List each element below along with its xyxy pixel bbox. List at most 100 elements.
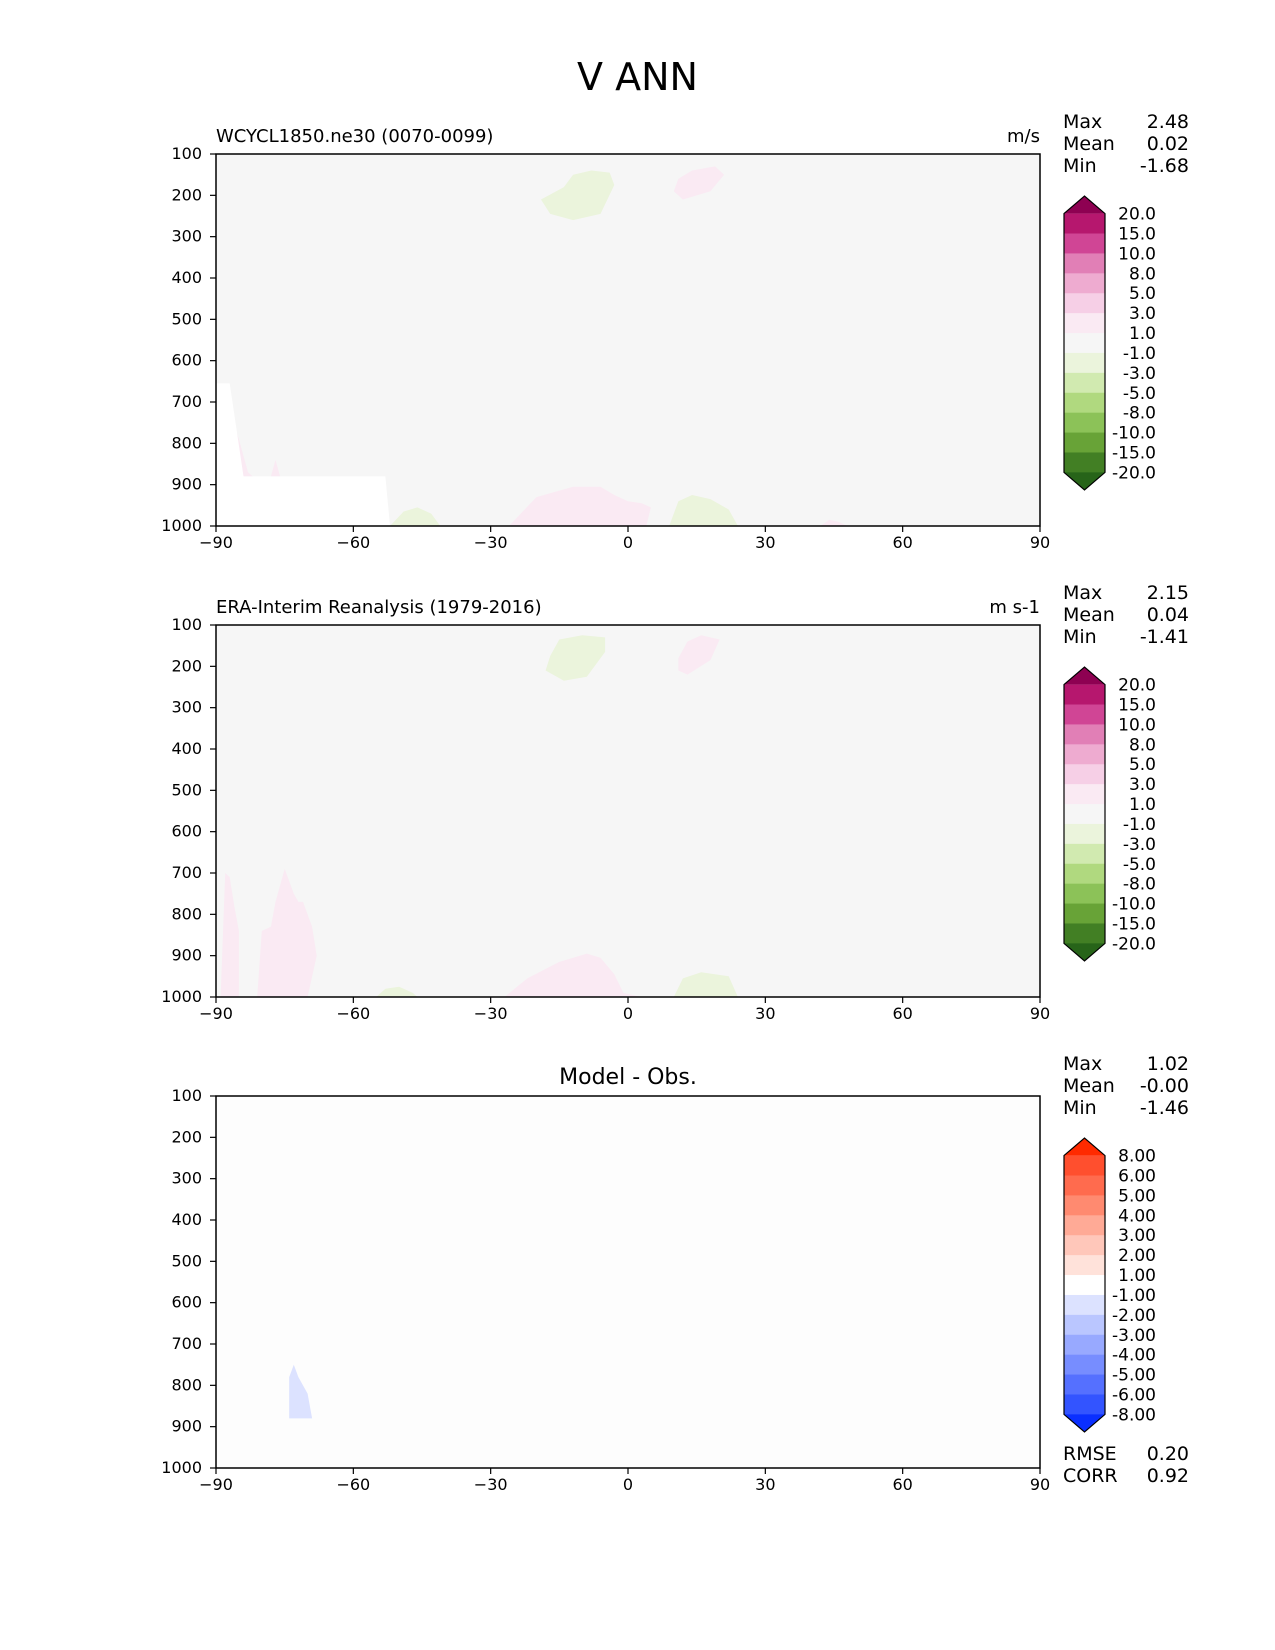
colorbar-label: 3.0 bbox=[1129, 304, 1156, 324]
colorbar-extension-bottom bbox=[1064, 472, 1105, 490]
colorbar-label: -10.0 bbox=[1112, 424, 1156, 444]
stat-min-label: Min bbox=[1063, 1097, 1097, 1119]
colorbar-segment bbox=[1064, 1215, 1105, 1236]
panel-3: −90 −60 −30 0 30 60 90 100 200 300 400 500 600 700 800… bbox=[161, 1053, 1189, 1494]
colorbar-extension-bottom bbox=[1064, 943, 1105, 961]
colorbar-segment bbox=[1064, 784, 1105, 805]
colorbar-label: 5.0 bbox=[1129, 755, 1156, 775]
contour-fills bbox=[289, 1364, 313, 1419]
x-tick-label: −60 bbox=[336, 1475, 370, 1494]
colorbar-segment bbox=[1064, 923, 1105, 944]
y-tick-label: 400 bbox=[171, 1210, 202, 1229]
colorbar-label: 20.0 bbox=[1118, 205, 1156, 225]
colorbar-label: -6.00 bbox=[1112, 1385, 1156, 1405]
colorbar-label: 20.0 bbox=[1118, 676, 1156, 696]
colorbar-label: -1.0 bbox=[1123, 344, 1156, 364]
stat-corr-value: 0.92 bbox=[1147, 1465, 1189, 1487]
x-tick-label: 0 bbox=[623, 533, 633, 552]
stat-max-label: Max bbox=[1063, 111, 1102, 133]
colorbar-label: 1.00 bbox=[1118, 1266, 1156, 1286]
contour-region bbox=[669, 495, 738, 526]
x-tick-label: 30 bbox=[755, 1475, 775, 1494]
stat-min-value: -1.41 bbox=[1140, 626, 1189, 648]
x-tick-label: 60 bbox=[892, 1004, 912, 1023]
contour-region bbox=[216, 383, 390, 526]
colorbar-label: -4.00 bbox=[1112, 1346, 1156, 1366]
stat-max-label: Max bbox=[1063, 1053, 1102, 1075]
colorbar-label: 15.0 bbox=[1118, 225, 1156, 245]
colorbar-label: 1.0 bbox=[1129, 324, 1156, 344]
colorbar-label: -8.0 bbox=[1123, 875, 1156, 895]
x-tick-label: −30 bbox=[474, 1475, 508, 1494]
colorbar-segment bbox=[1064, 744, 1105, 765]
stat-min-value: -1.68 bbox=[1140, 155, 1189, 177]
colorbar-label: -5.0 bbox=[1123, 855, 1156, 875]
x-tick-label: −60 bbox=[336, 1004, 370, 1023]
colorbar-segment bbox=[1064, 1155, 1105, 1177]
y-tick-label: 300 bbox=[171, 698, 202, 717]
stat-mean-value: -0.00 bbox=[1140, 1075, 1189, 1097]
y-tick-label: 200 bbox=[171, 656, 202, 675]
colorbar-label: 10.0 bbox=[1118, 715, 1156, 735]
stat-min-label: Min bbox=[1063, 155, 1097, 177]
y-tick-label: 1000 bbox=[161, 516, 202, 535]
contour-region bbox=[257, 868, 317, 997]
colorbar-label: 8.00 bbox=[1118, 1147, 1156, 1167]
colorbar-label: -15.0 bbox=[1112, 914, 1156, 934]
colorbar-segment bbox=[1064, 333, 1105, 354]
panel-1: −90 −60 −30 0 30 60 90 100 200 300 400 500 600 700 800… bbox=[161, 111, 1189, 552]
colorbar-segment bbox=[1064, 432, 1105, 454]
y-tick-label: 300 bbox=[171, 227, 202, 246]
colorbar: 20.015.010.08.05.03.01.0-1.0-3.0-5.0-8.0… bbox=[1063, 195, 1156, 491]
colorbar-segment bbox=[1064, 1175, 1105, 1197]
contour-region bbox=[504, 953, 642, 997]
y-tick-label: 500 bbox=[171, 780, 202, 799]
colorbar-label: -1.0 bbox=[1123, 815, 1156, 835]
x-tick-label: −90 bbox=[199, 1004, 233, 1023]
colorbar: 8.006.005.004.003.002.001.00-1.00-2.00-3… bbox=[1063, 1137, 1156, 1433]
y-tick-label: 800 bbox=[171, 904, 202, 923]
colorbar-label: -3.00 bbox=[1112, 1326, 1156, 1346]
y-tick-label: 400 bbox=[171, 739, 202, 758]
stat-mean-label: Mean bbox=[1063, 1075, 1115, 1097]
colorbar-segment bbox=[1064, 843, 1105, 865]
plot-background bbox=[216, 1096, 1040, 1468]
y-tick-label: 700 bbox=[171, 392, 202, 411]
colorbar-segment bbox=[1064, 273, 1105, 294]
colorbar-segment bbox=[1064, 724, 1105, 745]
y-tick-label: 400 bbox=[171, 268, 202, 287]
contour-region bbox=[289, 1364, 313, 1419]
stat-mean-label: Mean bbox=[1063, 133, 1115, 155]
x-tick-label: −90 bbox=[199, 1475, 233, 1494]
x-tick-label: 30 bbox=[755, 533, 775, 552]
colorbar-segment bbox=[1064, 823, 1105, 845]
panel-2: −90 −60 −30 0 30 60 90 100 200 300 400 500 600 700 800… bbox=[161, 582, 1189, 1023]
y-tick-label: 900 bbox=[171, 946, 202, 965]
colorbar-segment bbox=[1064, 883, 1105, 905]
colorbar-label: 3.0 bbox=[1129, 775, 1156, 795]
colorbar-segment bbox=[1064, 412, 1105, 434]
colorbar-segment bbox=[1064, 233, 1105, 255]
x-tick-label: 90 bbox=[1030, 533, 1050, 552]
stat-mean-value: 0.04 bbox=[1147, 604, 1189, 626]
colorbar-segment bbox=[1064, 1255, 1105, 1276]
colorbar-label: -8.0 bbox=[1123, 404, 1156, 424]
colorbar-label: -3.0 bbox=[1123, 364, 1156, 384]
y-tick-label: 1000 bbox=[161, 987, 202, 1006]
colorbar-label: -10.0 bbox=[1112, 895, 1156, 915]
x-tick-label: 60 bbox=[892, 533, 912, 552]
colorbar-segment bbox=[1064, 1275, 1105, 1296]
contour-fills bbox=[220, 635, 738, 997]
y-tick-label: 600 bbox=[171, 822, 202, 841]
contour-region bbox=[220, 873, 239, 997]
colorbar-extension-top bbox=[1064, 196, 1105, 214]
colorbar-outline bbox=[1063, 666, 1106, 962]
colorbar-segment bbox=[1064, 1294, 1105, 1316]
colorbar-segment bbox=[1064, 293, 1105, 314]
colorbar-segment bbox=[1064, 452, 1105, 473]
colorbar-segment bbox=[1064, 684, 1105, 706]
plot-background bbox=[216, 154, 1040, 526]
contour-region bbox=[545, 635, 606, 681]
y-tick-label: 500 bbox=[171, 1251, 202, 1270]
